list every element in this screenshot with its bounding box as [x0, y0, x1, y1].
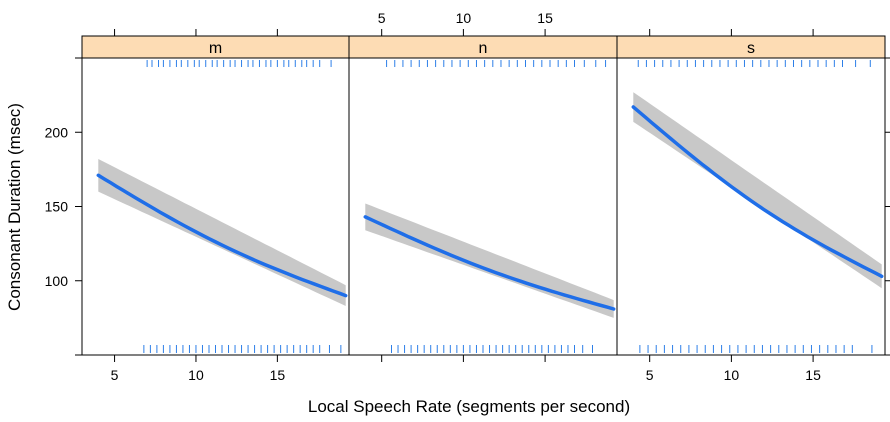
fit-line-n [363, 215, 616, 311]
x-tick-label: 5 [111, 367, 119, 383]
panels-layer: m 5 10 15 n 5 10 15 s 5 10 15 100 150 200 [45, 10, 890, 383]
y-axis-label: Consonant Duration (msec) [5, 103, 24, 311]
fit-line-s [631, 105, 884, 279]
x-tick-label-top: 15 [537, 10, 553, 26]
x-tick-label: 15 [805, 367, 821, 383]
panel-frame-n [348, 57, 618, 356]
confidence-band-s [633, 92, 882, 289]
x-axis-label: Local Speech Rate (segments per second) [308, 397, 630, 416]
x-tick-label-top: 5 [378, 10, 386, 26]
panel-s: s 5 10 15 [616, 29, 886, 383]
fit-line-m [96, 173, 348, 298]
panel-n: n 5 10 15 [348, 10, 618, 362]
confidence-band-m [98, 159, 346, 306]
y-tick-label: 150 [45, 199, 69, 215]
strip-label-m: m [209, 40, 222, 57]
strip-label-s: s [747, 40, 755, 57]
strip-label-n: n [479, 40, 488, 57]
panel-frame-s [616, 57, 886, 356]
confidence-band-n [365, 203, 614, 318]
y-tick-label: 100 [45, 273, 69, 289]
x-tick-label-top: 10 [456, 10, 472, 26]
x-tick-label: 5 [646, 367, 654, 383]
x-tick-label: 10 [188, 367, 204, 383]
y-axis: 100 150 200 [45, 57, 890, 356]
y-tick-label: 200 [45, 124, 69, 140]
x-tick-label: 15 [270, 367, 286, 383]
panel-frame-m [81, 57, 350, 356]
x-tick-label: 10 [724, 367, 740, 383]
panel-m: m 5 10 15 [81, 29, 350, 383]
